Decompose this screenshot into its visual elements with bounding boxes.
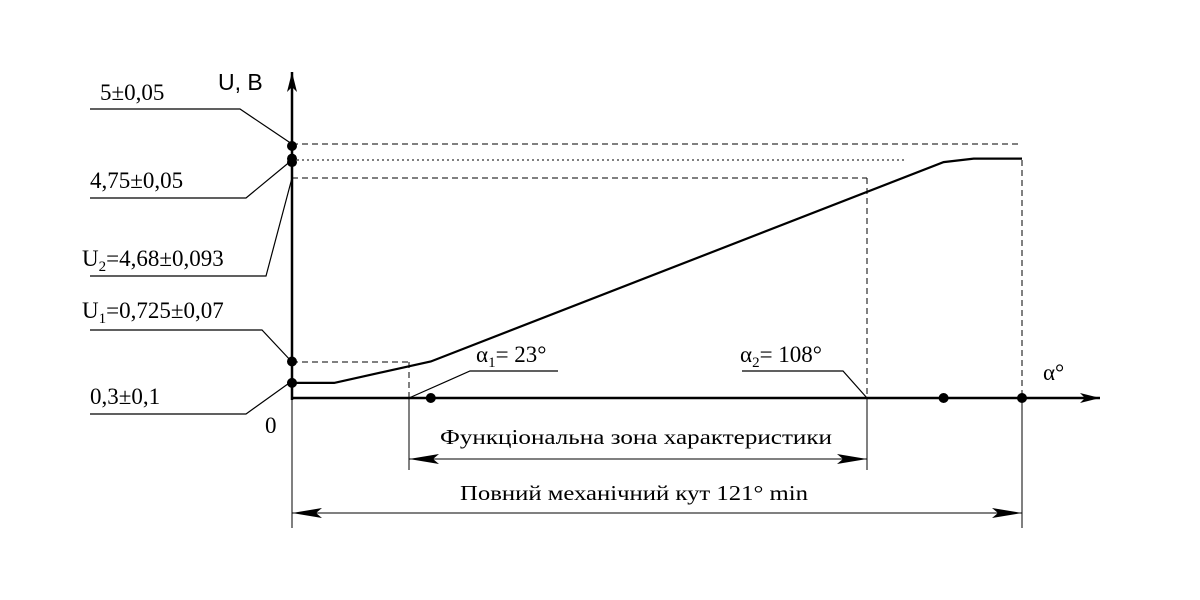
- label-alpha1: α1= 23°: [476, 342, 546, 371]
- x-axis-label: α°: [1043, 360, 1064, 385]
- label-u2: U2=4,68±0,093: [82, 246, 224, 275]
- origin-label: 0: [265, 413, 277, 438]
- characteristic-line: [292, 157, 1022, 384]
- leader-alpha1: [408, 370, 558, 399]
- reference-lines: [292, 143, 1023, 398]
- full-angle-label: Повний механічний кут 121° min: [460, 481, 809, 505]
- label-u-min: 0,3±0,1: [90, 384, 160, 409]
- label-alpha2: α2= 108°: [740, 342, 822, 371]
- label-u-sat: 4,75±0,05: [90, 168, 183, 193]
- y-axis-label: U, В: [218, 69, 263, 95]
- dimension-lines: [291, 398, 1023, 528]
- leader-u-max: [90, 108, 293, 145]
- x-marker-point-2: [938, 393, 949, 403]
- y-marker-point-1: [287, 377, 297, 388]
- leader-lines: [90, 108, 868, 415]
- leader-alpha2: [742, 370, 868, 399]
- y-marker-point-5: [287, 141, 297, 151]
- y-marker-point-2: [287, 356, 297, 367]
- leader-u-min: [90, 380, 293, 415]
- label-u1: U1=0,725±0,07: [82, 298, 224, 327]
- leader-u1: [90, 329, 293, 363]
- functional-zone-label: Функціональна зона характеристики: [440, 425, 832, 449]
- y-marker-point-4: [287, 153, 297, 164]
- marker-points: [287, 141, 1027, 403]
- x-marker-point-1: [425, 393, 436, 403]
- leader-u-sat: [90, 159, 293, 199]
- label-u-max: 5±0,05: [100, 80, 164, 105]
- leader-u2: [90, 177, 293, 277]
- x-marker-point-3: [1017, 393, 1027, 403]
